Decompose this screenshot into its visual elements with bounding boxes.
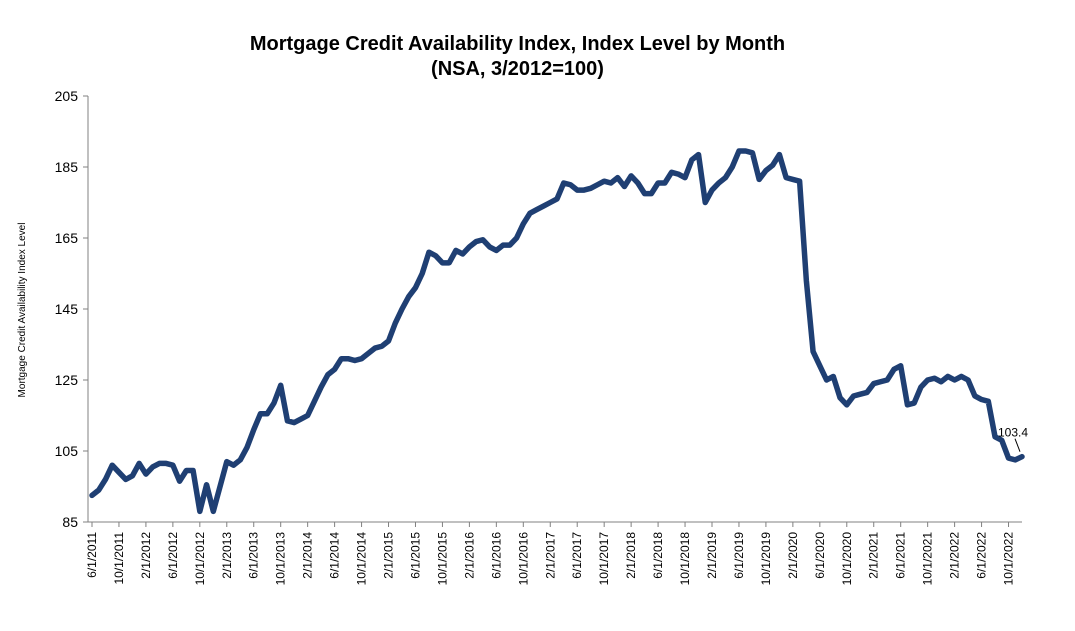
x-tick-label: 6/1/2021	[894, 532, 908, 579]
x-tick-label: 10/1/2020	[840, 532, 854, 586]
x-tick-label: 2/1/2022	[948, 532, 962, 579]
x-tick-label: 10/1/2021	[921, 532, 935, 586]
x-tick-label: 2/1/2018	[624, 532, 638, 579]
x-tick-label: 10/1/2019	[759, 532, 773, 586]
x-tick-label: 10/1/2014	[355, 532, 369, 586]
x-tick-label: 10/1/2018	[678, 532, 692, 586]
annotation-leader	[1014, 438, 1021, 452]
x-tick-label: 6/1/2011	[85, 532, 99, 578]
y-tick-label: 145	[55, 301, 79, 317]
y-tick-label: 205	[55, 88, 79, 104]
x-tick-label: 10/1/2022	[1002, 532, 1016, 586]
x-tick-label: 2/1/2016	[462, 532, 476, 579]
x-tick-label: 6/1/2017	[570, 532, 584, 579]
y-tick-label: 185	[55, 159, 79, 175]
x-tick-label: 2/1/2015	[382, 532, 396, 579]
x-tick-label: 10/1/2016	[516, 532, 530, 586]
x-tick-label: 6/1/2020	[813, 532, 827, 579]
x-tick-label: 2/1/2017	[543, 532, 557, 579]
x-tick-label: 6/1/2015	[408, 532, 422, 579]
x-tick-label: 2/1/2021	[867, 532, 881, 579]
x-tick-label: 6/1/2012	[166, 532, 180, 579]
x-tick-label: 6/1/2014	[328, 532, 342, 579]
x-tick-label: 10/1/2012	[193, 532, 207, 586]
chart-subtitle: (NSA, 3/2012=100)	[431, 58, 604, 80]
x-tick-label: 2/1/2012	[139, 532, 153, 579]
index-series-line	[89, 148, 1025, 515]
x-tick-label: 2/1/2020	[786, 532, 800, 579]
x-tick-label: 6/1/2013	[247, 532, 261, 579]
x-tick-label: 10/1/2015	[435, 532, 449, 586]
x-tick-label: 2/1/2014	[301, 532, 315, 579]
x-tick-label: 10/1/2017	[597, 532, 611, 586]
y-tick-label: 105	[55, 443, 79, 459]
x-tick-label: 6/1/2016	[489, 532, 503, 579]
x-tick-label: 2/1/2013	[220, 532, 234, 579]
x-tick-label: 10/1/2013	[274, 532, 288, 586]
x-tick-label: 2/1/2019	[705, 532, 719, 579]
y-tick-label: 165	[55, 230, 79, 246]
y-tick-label: 85	[62, 514, 78, 530]
x-tick-label: 10/1/2011	[112, 532, 126, 585]
x-tick-label: 6/1/2022	[975, 532, 989, 579]
x-tick-label: 6/1/2018	[651, 532, 665, 579]
chart-title: Mortgage Credit Availability Index, Inde…	[249, 33, 786, 55]
x-tick-label: 6/1/2019	[732, 532, 746, 579]
y-axis-title: Mortgage Credit Availability Index Level	[17, 223, 28, 398]
y-tick-label: 125	[55, 372, 79, 388]
last-value-label: 103.4	[998, 426, 1028, 440]
